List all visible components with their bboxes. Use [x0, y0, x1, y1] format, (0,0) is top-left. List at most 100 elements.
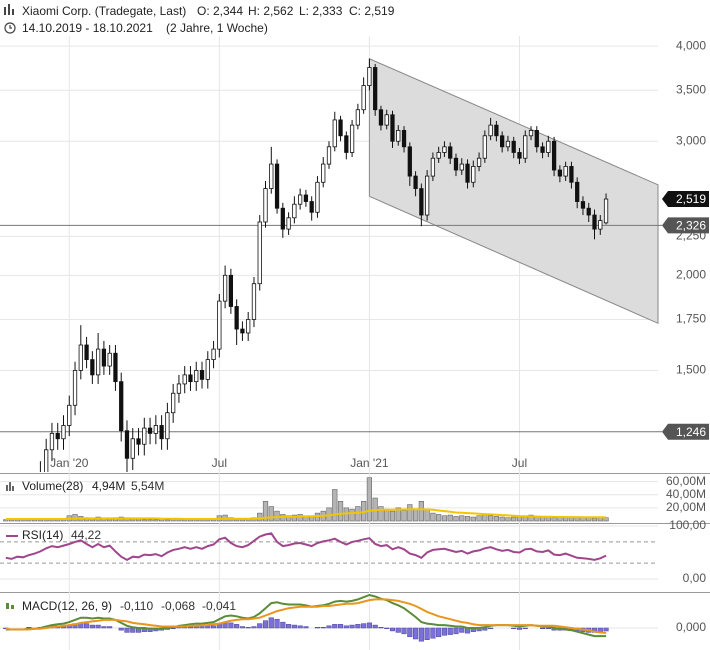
- macd-histogram-bar: [459, 627, 465, 633]
- candle-body: [199, 370, 205, 380]
- candle-body: [471, 166, 476, 183]
- candle-body: [453, 157, 459, 171]
- macd-histogram-bar: [453, 627, 459, 635]
- macd-histogram-bar: [349, 624, 355, 629]
- volume-bar: [395, 507, 401, 522]
- volume-bar: [418, 500, 424, 522]
- macd-histogram-bar: [199, 626, 205, 629]
- candle-body: [165, 412, 170, 440]
- candle-body: [107, 352, 112, 367]
- macd-histogram-bar: [366, 622, 372, 629]
- macd-histogram-bar: [84, 623, 90, 629]
- candle-body: [349, 124, 355, 153]
- candle-body: [563, 166, 568, 177]
- candle-body: [511, 140, 516, 153]
- candle-body: [459, 163, 464, 171]
- price-tag-box: [662, 217, 709, 234]
- macd-histogram-bar: [441, 627, 447, 636]
- candle-body: [251, 283, 257, 320]
- rsi-title: RSI(14): [22, 528, 63, 542]
- y-tick-label: 1,750: [676, 312, 706, 326]
- candle-body: [292, 203, 297, 219]
- macd-histogram-bar: [228, 622, 234, 629]
- macd-histogram-bar: [297, 625, 303, 629]
- candle-body: [603, 198, 609, 224]
- candle-body: [101, 348, 107, 367]
- volume-bar: [424, 508, 430, 522]
- rsi-last: 44,22: [71, 528, 101, 542]
- candle-body: [407, 146, 412, 177]
- volume-ma-line: [5, 508, 607, 520]
- volume-bar: [285, 515, 292, 522]
- volume-bar: [470, 516, 476, 522]
- volume-bar: [262, 500, 269, 522]
- macd-histogram-bar: [447, 627, 453, 635]
- candle-body: [338, 119, 343, 137]
- candle-body: [303, 194, 309, 202]
- macd-histogram-bar: [516, 627, 523, 630]
- volume-bar: [153, 519, 159, 522]
- macd-histogram-bar: [124, 627, 130, 633]
- macd-histogram-bar: [413, 627, 419, 640]
- macd-histogram-bar: [372, 624, 378, 629]
- stock-title: Xiaomi Corp. (Tradegate, Last): [22, 4, 186, 18]
- candle-body: [263, 188, 268, 223]
- macd-histogram-bar: [395, 627, 401, 633]
- volume-bar: [505, 517, 511, 522]
- volume-bar: [591, 518, 598, 522]
- candle-body: [49, 432, 55, 451]
- candle-body: [598, 220, 603, 230]
- candle-body: [494, 124, 499, 137]
- y-tick-label: 4,000: [676, 38, 706, 52]
- candle-body: [234, 306, 239, 330]
- date-span: (2 Jahre, 1 Woche): [166, 21, 268, 35]
- macd-signal-line: [5, 598, 607, 634]
- candle-body: [580, 201, 586, 209]
- macd-histogram-bar: [603, 627, 609, 632]
- candle-body: [211, 348, 216, 360]
- volume-bar: [141, 519, 147, 522]
- high-label: H: 2,562: [248, 4, 294, 18]
- macd-histogram-bar: [118, 627, 124, 631]
- macd-histogram-bar: [274, 618, 280, 629]
- rsi-line: [5, 532, 607, 562]
- macd-histogram-bar: [314, 627, 321, 629]
- macd-plot: [3, 594, 609, 642]
- candle-body: [78, 344, 83, 371]
- volume-bar: [430, 512, 436, 522]
- candle-body: [159, 425, 164, 440]
- macd-histogram-bar: [262, 620, 269, 629]
- macd-histogram-bar: [540, 627, 546, 629]
- candle-body: [373, 67, 378, 111]
- macd-histogram-bar: [320, 627, 326, 629]
- candle-body: [194, 370, 199, 383]
- candle-body: [119, 381, 124, 432]
- macd-histogram-bar: [239, 626, 245, 629]
- candle-body: [546, 140, 551, 153]
- price-tag-label: 1,246: [676, 425, 706, 439]
- price-tag-box: [662, 423, 709, 440]
- volume-last: 4,94M: [92, 479, 125, 493]
- candle-body: [534, 130, 539, 148]
- candle-body: [321, 163, 326, 183]
- price-tag-box: [662, 191, 709, 208]
- macd-icon: [6, 603, 14, 609]
- volume-icon: [6, 482, 14, 491]
- candle-body: [476, 157, 482, 167]
- volume-bar: [511, 516, 517, 522]
- candle-body: [413, 175, 418, 189]
- candle-body: [309, 201, 314, 213]
- candle-body: [488, 124, 493, 137]
- candle-body: [500, 135, 505, 148]
- volume-bar: [528, 514, 534, 522]
- volume-bar: [493, 516, 499, 522]
- volume-bar: [568, 517, 575, 522]
- candle-body: [465, 163, 470, 183]
- trend-channel: [368, 58, 659, 325]
- macd-histogram-bar: [522, 627, 528, 629]
- candle-body: [55, 432, 60, 440]
- candle-body: [326, 146, 332, 165]
- candle-body: [344, 135, 349, 153]
- price-tag-label: 2,519: [676, 192, 706, 206]
- candle-body: [90, 359, 95, 376]
